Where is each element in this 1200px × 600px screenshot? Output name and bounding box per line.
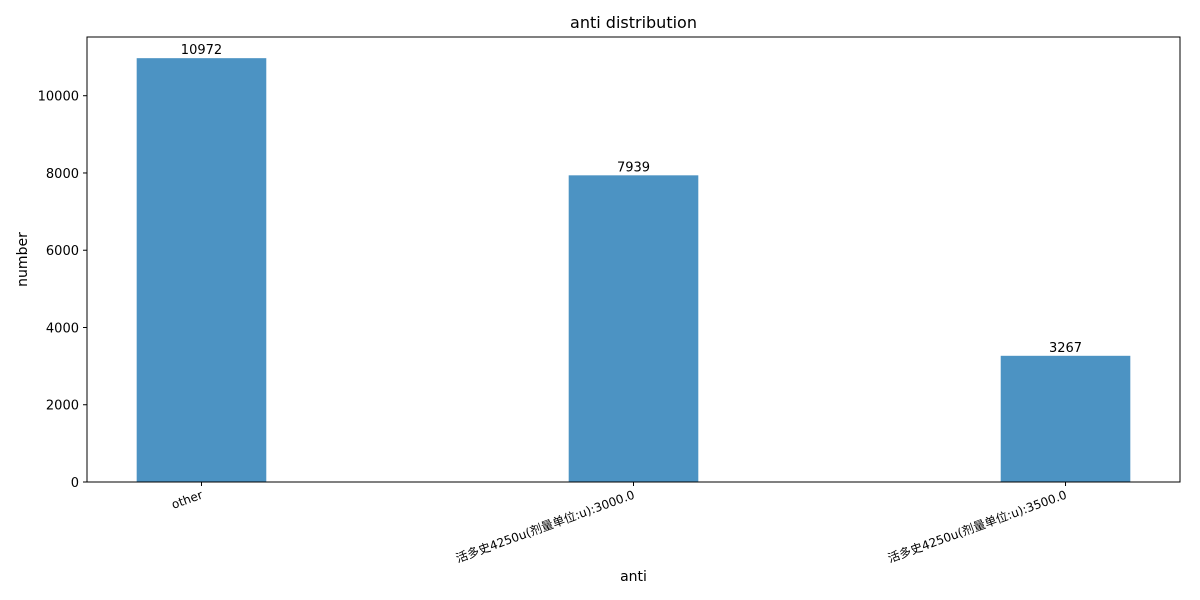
value-label-2: 3267 [1049,341,1082,356]
x-tick-label-2: 活多史4250u(剂量单位:u):3500.0 [886,487,1069,566]
y-tick-label-2: 4000 [46,321,79,336]
value-label-0: 10972 [181,43,222,58]
value-label-1: 7939 [617,160,650,175]
bars-layer [136,58,1131,483]
x-tick-label-0: other [170,488,205,512]
y-tick-label-0: 0 [71,476,79,491]
x-tick-label-1: 活多史4250u(剂量单位:u):3000.0 [454,487,637,566]
bar-1 [568,175,699,482]
y-tick-label-5: 10000 [38,90,79,105]
y-ticks-layer: 0 2000 4000 6000 8000 10000 [38,90,87,491]
bar-2 [1000,355,1131,482]
bar-0 [136,58,267,483]
y-axis-label: number [15,232,31,287]
y-tick-label-3: 6000 [46,244,79,259]
plot-frame [86,36,1181,483]
value-labels-layer: 10972 7939 3267 [181,43,1082,356]
y-tick-label-4: 8000 [46,167,79,182]
x-ticks-layer: other 活多史4250u(剂量单位:u):3000.0 活多史4250u(剂量单… [170,482,1069,566]
y-tick-label-1: 2000 [46,399,79,414]
chart-title: anti distribution [570,13,697,32]
x-axis-label: anti [620,569,647,585]
